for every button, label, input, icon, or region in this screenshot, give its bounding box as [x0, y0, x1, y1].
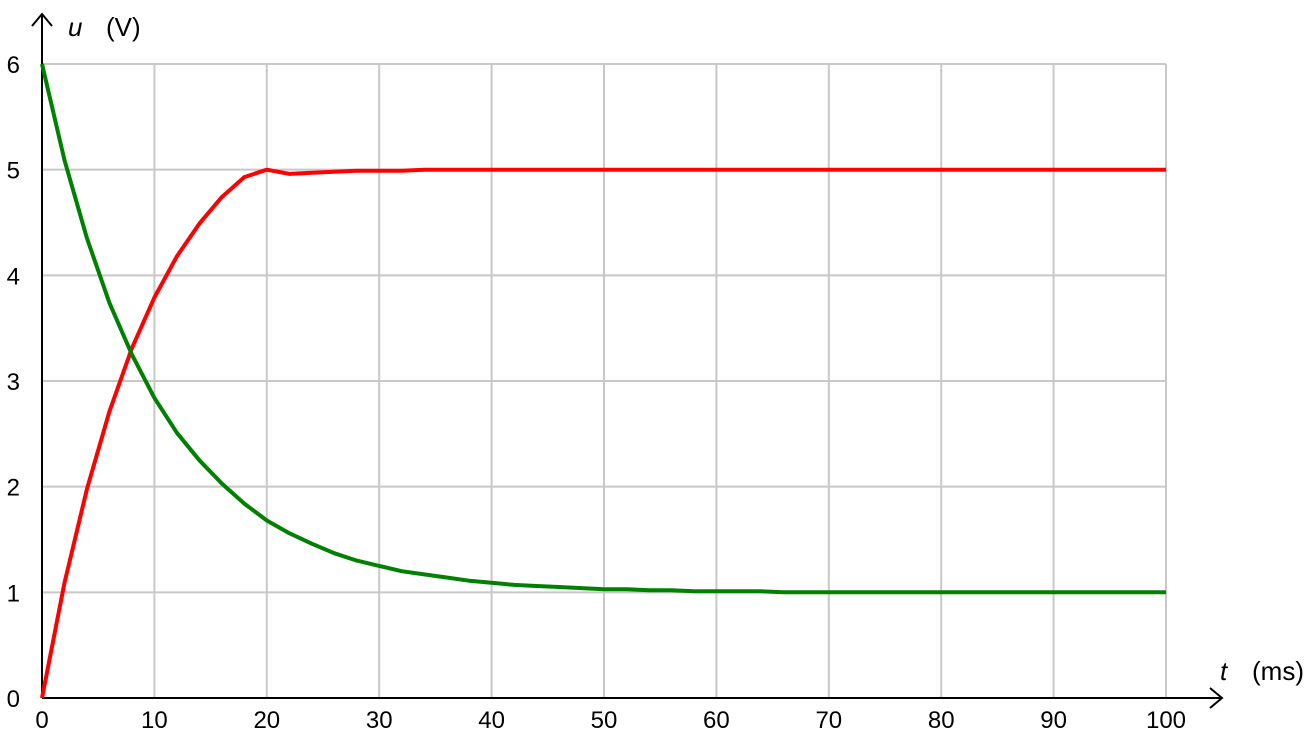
series-lines [40, 63, 1166, 699]
tick-labels: 0 10 20 30 40 50 60 70 80 90 100 0 1 2 3 4 5 6 [7, 52, 1186, 732]
y-axis-arrow [31, 12, 53, 27]
x-axis-arrow [1209, 687, 1224, 709]
y-axis-unit: (V) [106, 12, 141, 42]
y-tick-label-0: 0 [7, 686, 20, 713]
x-tick-label-30: 30 [366, 707, 393, 732]
x-tick-label-80: 80 [928, 707, 955, 732]
y-tick-label-3: 3 [7, 369, 20, 396]
x-tick-label-60: 60 [703, 707, 730, 732]
x-tick-label-70: 70 [815, 707, 842, 732]
axes [31, 12, 1224, 709]
series-line-2 [40, 63, 1166, 595]
x-tick-label-50: 50 [591, 707, 618, 732]
x-axis-symbol: t [1220, 656, 1229, 686]
x-tick-label-10: 10 [141, 707, 168, 732]
series-line-1 [40, 167, 1166, 699]
grid [42, 63, 1167, 698]
x-tick-label-0: 0 [35, 707, 48, 732]
x-tick-label-100: 100 [1146, 707, 1186, 732]
x-tick-label-90: 90 [1040, 707, 1067, 732]
x-tick-label-40: 40 [478, 707, 505, 732]
y-tick-label-1: 1 [7, 580, 20, 607]
x-axis-unit: (ms) [1252, 656, 1304, 686]
y-axis-symbol: u [68, 12, 82, 42]
x-tick-label-20: 20 [253, 707, 280, 732]
y-tick-label-4: 4 [7, 263, 20, 290]
y-tick-label-6: 6 [7, 52, 20, 79]
y-tick-label-5: 5 [7, 158, 20, 185]
y-tick-label-2: 2 [7, 475, 20, 502]
